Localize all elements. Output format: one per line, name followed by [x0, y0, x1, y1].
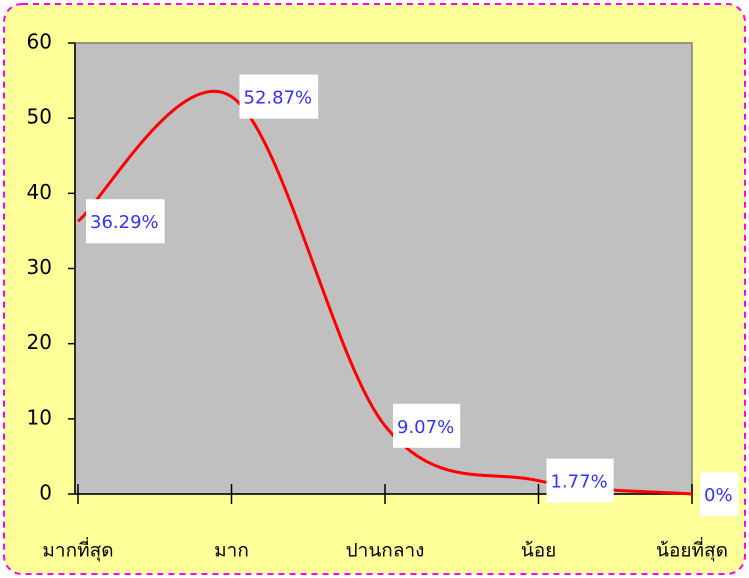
y-tick-label: 40: [27, 180, 52, 204]
y-tick-label: 0: [39, 481, 52, 505]
value-label: 52.87%: [244, 88, 313, 109]
y-tick-label: 60: [27, 30, 52, 54]
x-tick-label: มากที่สุด: [42, 537, 113, 563]
y-tick-label: 30: [27, 255, 52, 279]
value-label-box: [239, 74, 319, 119]
value-label: 9.07%: [397, 417, 454, 438]
y-tick-label: 10: [27, 405, 52, 429]
x-tick-label: มาก: [214, 540, 249, 562]
value-label-box: [393, 403, 461, 448]
plot-area: [74, 42, 693, 495]
value-label-box: [86, 199, 165, 244]
x-tick-label: น้อยที่สุด: [656, 537, 728, 563]
value-label: 0%: [704, 485, 733, 506]
y-tick-label: 20: [27, 330, 52, 354]
value-label: 1.77%: [551, 472, 608, 493]
value-label-box: [700, 472, 739, 516]
x-tick-label: น้อย: [521, 540, 557, 562]
value-label-box: [546, 458, 614, 503]
x-tick-label: ปานกลาง: [346, 540, 425, 562]
value-label: 36.29%: [90, 212, 159, 233]
y-tick-label: 50: [27, 105, 52, 129]
